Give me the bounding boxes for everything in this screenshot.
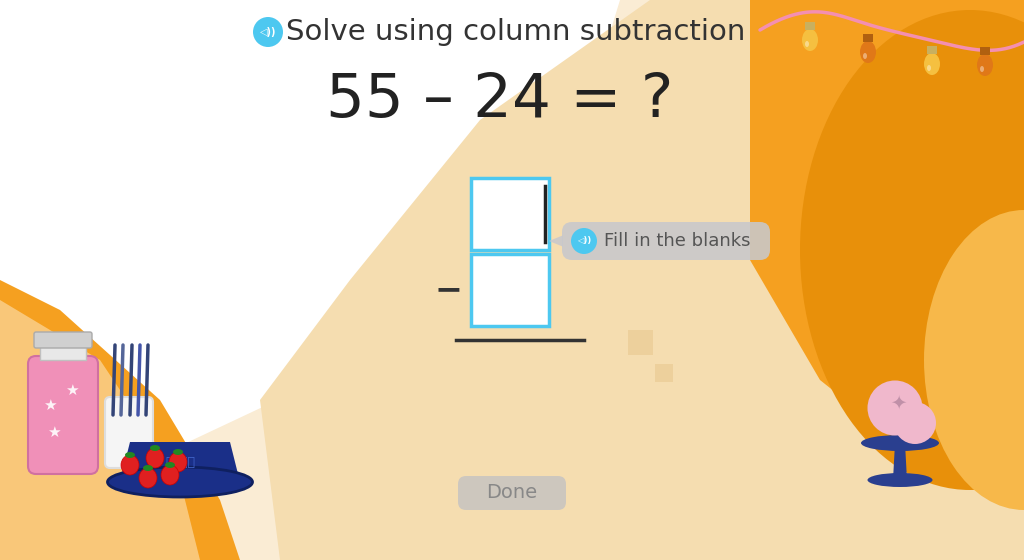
Polygon shape [0,300,200,560]
FancyBboxPatch shape [471,178,549,250]
Polygon shape [750,0,1024,460]
Ellipse shape [165,462,175,468]
Ellipse shape [894,402,936,444]
Ellipse shape [924,53,940,75]
FancyBboxPatch shape [628,330,653,355]
Text: 55 – 24 = ?: 55 – 24 = ? [327,71,674,129]
FancyBboxPatch shape [805,22,815,30]
Ellipse shape [927,65,931,71]
FancyBboxPatch shape [40,346,86,360]
Text: ◁)): ◁)) [577,236,591,245]
Ellipse shape [150,445,160,451]
FancyBboxPatch shape [927,46,937,54]
Ellipse shape [802,29,818,51]
Ellipse shape [146,448,164,468]
Ellipse shape [108,467,253,497]
FancyBboxPatch shape [562,222,770,260]
Polygon shape [0,0,620,480]
Ellipse shape [805,41,809,47]
Text: −: − [435,273,463,306]
Ellipse shape [800,10,1024,490]
Ellipse shape [139,468,157,488]
Ellipse shape [861,435,939,451]
Text: ★: ★ [43,398,56,413]
FancyBboxPatch shape [655,364,673,382]
Polygon shape [0,280,240,560]
FancyBboxPatch shape [34,332,92,348]
Ellipse shape [125,452,135,458]
Ellipse shape [924,210,1024,510]
Text: Done: Done [486,483,538,502]
Text: ★: ★ [66,382,79,398]
Text: Solve using column subtraction: Solve using column subtraction [286,18,745,46]
Ellipse shape [867,380,923,436]
FancyBboxPatch shape [863,34,873,42]
Polygon shape [120,442,240,482]
Ellipse shape [980,66,984,72]
Ellipse shape [143,465,153,471]
Text: Fill in the blanks: Fill in the blanks [604,232,751,250]
Circle shape [571,228,597,254]
Ellipse shape [977,54,993,76]
Polygon shape [893,443,907,480]
Ellipse shape [863,53,867,59]
Text: ★: ★ [47,424,60,440]
FancyBboxPatch shape [471,254,549,326]
Text: ✦: ✦ [890,394,906,413]
Ellipse shape [860,41,876,63]
Ellipse shape [169,452,187,472]
Ellipse shape [867,473,933,487]
Text: ◁)): ◁)) [260,27,276,37]
Text: 〜〜〜〜: 〜〜〜〜 [165,455,195,469]
FancyBboxPatch shape [105,397,153,468]
Ellipse shape [121,455,139,475]
FancyBboxPatch shape [458,476,566,510]
Ellipse shape [173,449,183,455]
Ellipse shape [161,465,179,485]
Polygon shape [260,0,1024,560]
FancyBboxPatch shape [28,356,98,474]
Circle shape [253,17,283,47]
Polygon shape [549,235,563,247]
FancyBboxPatch shape [980,47,990,55]
